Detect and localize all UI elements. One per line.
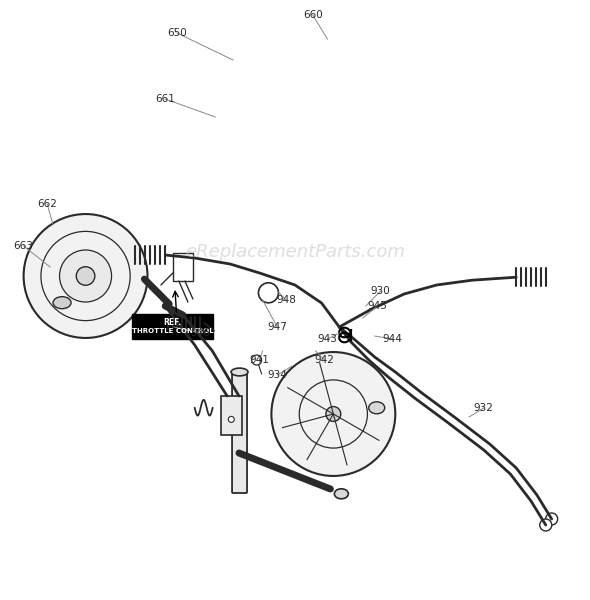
Ellipse shape — [369, 402, 385, 414]
Text: 941: 941 — [250, 355, 270, 365]
Ellipse shape — [231, 368, 248, 376]
Ellipse shape — [335, 489, 348, 499]
Text: 944: 944 — [382, 334, 402, 344]
Text: 661: 661 — [155, 94, 175, 104]
Ellipse shape — [53, 296, 71, 308]
Text: 930: 930 — [371, 286, 391, 296]
Text: 660: 660 — [303, 10, 323, 20]
Text: 662: 662 — [37, 199, 57, 209]
Text: 947: 947 — [267, 322, 287, 332]
Circle shape — [326, 407, 341, 421]
FancyBboxPatch shape — [221, 396, 242, 435]
Circle shape — [60, 250, 112, 302]
Text: THROTTLE CONTROL: THROTTLE CONTROL — [132, 328, 214, 334]
Circle shape — [228, 416, 234, 422]
Text: 946: 946 — [191, 328, 211, 338]
FancyBboxPatch shape — [173, 253, 193, 281]
Circle shape — [546, 513, 558, 525]
Circle shape — [540, 519, 552, 531]
Text: 650: 650 — [167, 28, 187, 38]
Circle shape — [24, 214, 148, 338]
Text: eReplacementParts.com: eReplacementParts.com — [185, 243, 405, 261]
Circle shape — [271, 352, 395, 476]
Text: 932: 932 — [474, 403, 494, 413]
Circle shape — [252, 355, 261, 365]
Circle shape — [41, 232, 130, 320]
Text: REF.: REF. — [163, 318, 182, 327]
Circle shape — [76, 267, 95, 285]
Circle shape — [299, 380, 368, 448]
FancyBboxPatch shape — [232, 371, 247, 493]
Text: 663: 663 — [14, 241, 34, 251]
FancyBboxPatch shape — [132, 314, 214, 339]
Text: 943: 943 — [317, 334, 337, 344]
Text: 945: 945 — [368, 301, 388, 311]
Text: 942: 942 — [314, 355, 335, 365]
Text: 934: 934 — [267, 370, 287, 380]
Circle shape — [258, 283, 278, 303]
Text: 948: 948 — [276, 295, 296, 305]
